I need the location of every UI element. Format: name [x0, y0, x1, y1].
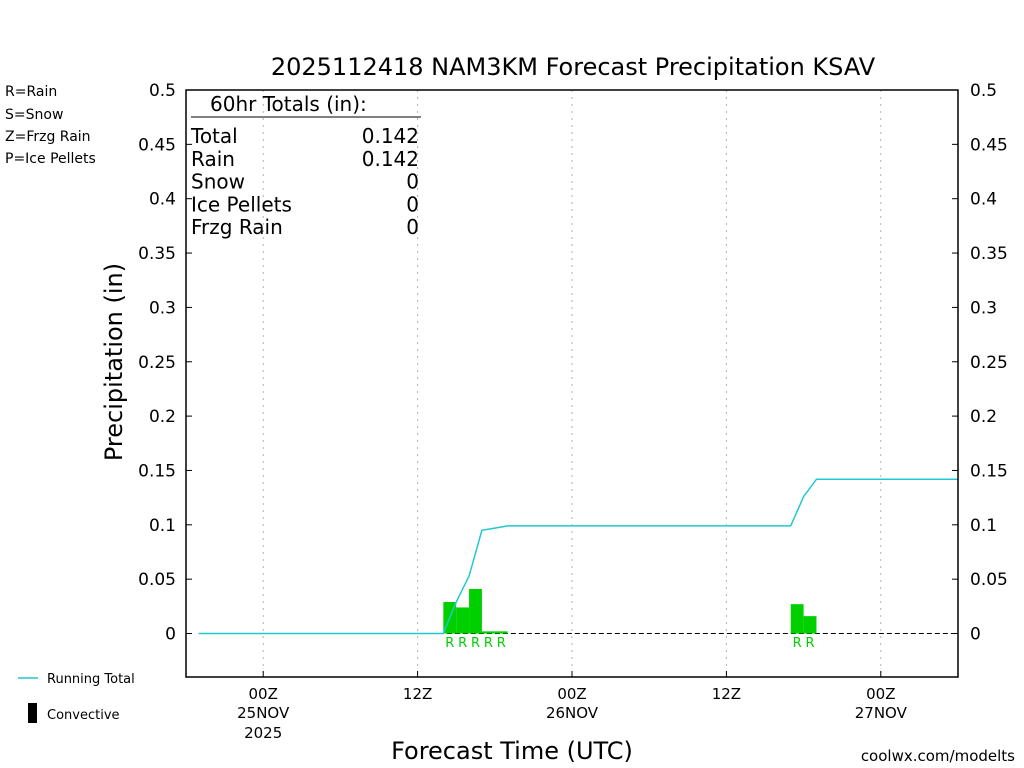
totals-row-value: 0	[406, 215, 419, 239]
precip-bar	[803, 616, 817, 634]
type-legend: R=Rain S=Snow Z=Frzg Rain P=Ice Pellets	[5, 84, 96, 167]
x-tick-date: 26NOV	[546, 704, 599, 722]
y-tick-label: 0.45	[970, 135, 1008, 155]
y-tick-label: 0.15	[138, 461, 176, 481]
y-axis-right: 0 0.05 0.1 0.15 0.2 0.25 0.3 0.35 0.4 0.45 0.5	[952, 81, 1008, 645]
y-tick-label: 0.1	[149, 516, 176, 536]
running-total-legend-label: Running Total	[47, 672, 135, 687]
x-tick-label: 12Z	[712, 685, 741, 703]
y-tick-label: 0.05	[138, 570, 176, 590]
y-tick-label: 0.35	[970, 244, 1008, 264]
y-tick-label: 0.4	[149, 190, 176, 210]
legend-rain: R=Rain	[5, 84, 57, 100]
totals-row-value: 0	[406, 170, 419, 194]
chart-title: 2025112418 NAM3KM Forecast Precipitation…	[271, 53, 876, 81]
credit-text: coolwx.com/modelts	[861, 747, 1015, 765]
y-tick-label: 0.1	[970, 516, 997, 536]
y-tick-label: 0.45	[138, 135, 176, 155]
legend-frzg-rain: Z=Frzg Rain	[5, 129, 91, 145]
precip-bar	[456, 607, 470, 634]
y-tick-label: 0.05	[970, 570, 1008, 590]
precip-type-label: R	[458, 636, 467, 651]
y-tick-label: 0	[165, 625, 176, 645]
precip-type-label: R	[497, 636, 506, 651]
y-tick-label: 0.25	[138, 353, 176, 373]
y-axis-left: 0 0.05 0.1 0.15 0.2 0.25 0.3 0.35 0.4 0.45 0.5	[138, 81, 192, 645]
convective-legend-label: Convective	[47, 708, 120, 723]
y-tick-label: 0.2	[970, 407, 997, 427]
y-tick-label: 0.2	[149, 407, 176, 427]
precip-type-label: R	[471, 636, 480, 651]
y-tick-label: 0.3	[149, 298, 176, 318]
x-axis-label: Forecast Time (UTC)	[391, 737, 633, 765]
precip-type-label: R	[806, 636, 815, 651]
y-tick-label: 0.35	[138, 244, 176, 264]
x-tick-date: 25NOV	[237, 704, 290, 722]
precip-bar	[790, 604, 804, 634]
precip-type-label: R	[484, 636, 493, 651]
y-tick-label: 0.25	[970, 353, 1008, 373]
y-tick-label: 0.5	[970, 81, 997, 101]
totals-row-label: Ice Pellets	[191, 192, 292, 216]
y-tick-label: 0.4	[970, 190, 997, 210]
x-tick-year: 2025	[244, 724, 282, 742]
y-tick-label: 0.5	[149, 81, 176, 101]
precip-bars	[443, 588, 817, 634]
totals-row-label: Rain	[191, 147, 235, 171]
totals-row-value: 0.142	[362, 147, 419, 171]
x-gridlines	[262, 90, 882, 677]
precip-type-label: R	[445, 636, 454, 651]
totals-header: 60hr Totals (in):	[210, 92, 367, 116]
y-axis-label: Precipitation (in)	[100, 263, 128, 461]
x-tick-label: 00Z	[249, 685, 278, 703]
totals-row-label: Total	[190, 124, 238, 148]
precip-type-label: R	[793, 636, 802, 651]
x-tick-date: 27NOV	[855, 704, 908, 722]
running-total-line	[198, 478, 958, 635]
totals-row-value: 0.142	[362, 124, 419, 148]
precip-bar	[494, 631, 508, 634]
legend-ice-pellets: P=Ice Pellets	[5, 151, 96, 167]
y-tick-label: 0	[970, 625, 981, 645]
x-tick-label: 00Z	[866, 685, 895, 703]
x-tick-label: 00Z	[557, 685, 586, 703]
y-tick-label: 0.15	[970, 461, 1008, 481]
totals-row-value: 0	[406, 192, 419, 216]
running-total-series	[198, 478, 958, 635]
precip-bar	[481, 631, 495, 634]
legend-snow: S=Snow	[5, 107, 63, 123]
totals-row-label: Frzg Rain	[191, 215, 283, 239]
totals-row-label: Snow	[191, 170, 245, 194]
totals-box: 60hr Totals (in): Total 0.142 Rain 0.142 Sno…	[190, 92, 421, 239]
convective-legend-swatch	[28, 703, 37, 723]
precip-bar	[469, 588, 482, 634]
bottom-legend: Running Total Convective	[18, 672, 135, 723]
y-tick-label: 0.3	[970, 298, 997, 318]
x-tick-label: 12Z	[403, 685, 432, 703]
